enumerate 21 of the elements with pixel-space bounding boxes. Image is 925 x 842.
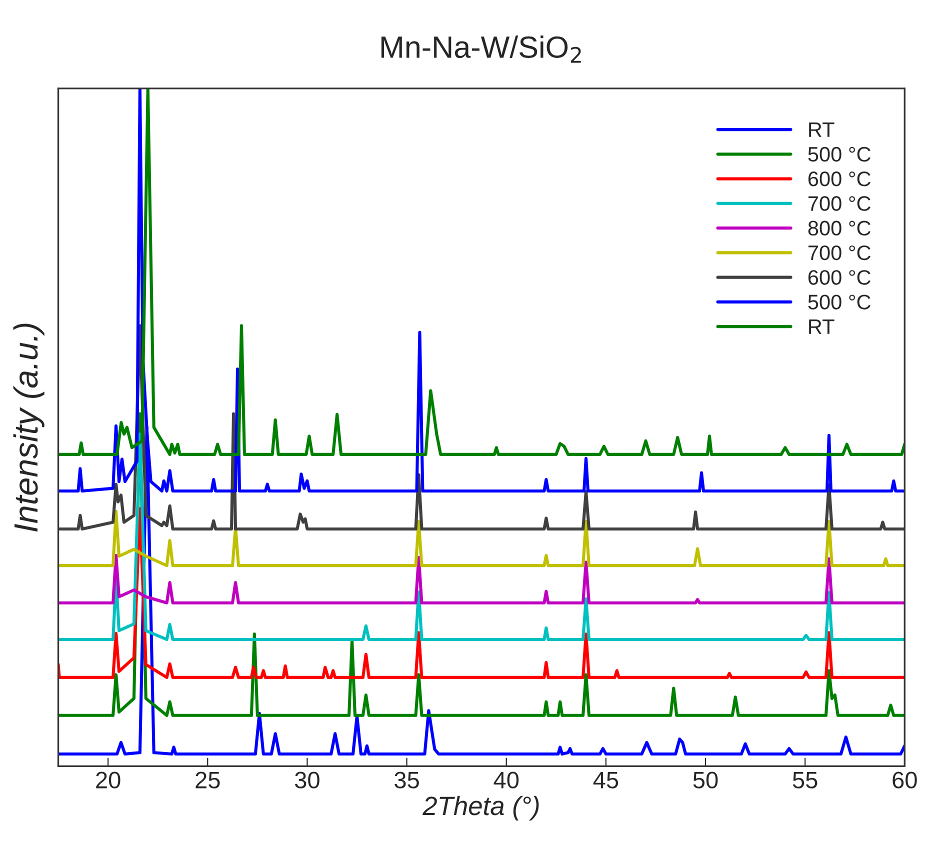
legend-label: RT: [809, 122, 834, 137]
x-tick-label: 35: [394, 772, 419, 788]
x-tick-label: 30: [294, 772, 320, 788]
legend-label: 600 °C: [808, 172, 871, 186]
legend-label: 600 °C: [808, 270, 871, 285]
x-tick-label: 55: [792, 772, 818, 788]
x-tick-label: 25: [196, 772, 220, 788]
x-tick-label: 60: [892, 772, 917, 788]
legend-label: 800 °C: [808, 220, 871, 236]
legend-label: 700 °C: [808, 245, 871, 260]
legend-label: 700 °C: [808, 196, 871, 211]
x-tick-label: 50: [693, 772, 718, 788]
legend-label: 500 °C: [808, 146, 871, 162]
legend-label: 500 °C: [808, 294, 871, 310]
x-axis-title: 2Theta (°): [422, 796, 539, 820]
x-tick-label: 20: [96, 772, 120, 788]
chart-title: Mn-Na-W/SiO$_{2}$: [381, 36, 581, 63]
y-axis-title: Intensity (a.u.): [13, 324, 44, 532]
legend-label: RT: [809, 320, 834, 334]
x-tick-label: 45: [593, 772, 618, 788]
x-tick-label: 40: [494, 772, 519, 788]
